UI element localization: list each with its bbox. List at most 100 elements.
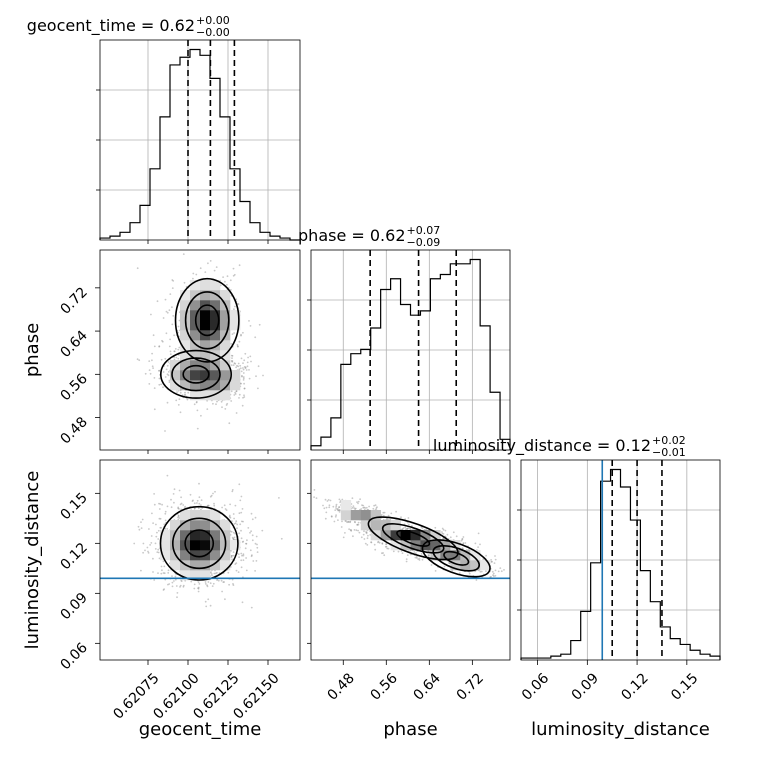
scatter-point (243, 382, 246, 385)
scatter-point (240, 552, 243, 555)
scatter-point (168, 345, 171, 348)
density-cell (200, 290, 211, 301)
scatter-point (172, 493, 175, 495)
scatter-point (244, 547, 247, 550)
scatter-point (236, 527, 238, 530)
hist-panel-geocent_time: geocent_time = 0.62 +0.00−0.00 (27, 14, 301, 241)
scatter-point (462, 542, 465, 545)
y-tick-label: 0.64 (57, 328, 90, 361)
scatter-point (205, 605, 208, 608)
density-cell (180, 520, 191, 531)
scatter-point (382, 514, 385, 517)
density-cell (360, 510, 371, 521)
scatter-point (217, 579, 220, 582)
density-cell (170, 520, 181, 531)
scatter-point (324, 517, 327, 520)
scatter-point (153, 387, 156, 389)
scatter-point (193, 502, 196, 505)
density-cell (420, 530, 431, 541)
scatter-point (417, 558, 420, 560)
title-main: phase = 0.62 (298, 226, 405, 245)
scatter-point (184, 393, 187, 396)
density-cell (160, 540, 171, 551)
scatter-point (178, 346, 181, 349)
scatter-point (245, 369, 248, 371)
scatter-point (355, 529, 358, 532)
scatter-point (237, 553, 240, 555)
scatter-point (357, 523, 360, 526)
scatter-point (216, 400, 218, 403)
x-tick-label: 0.64 (411, 670, 444, 703)
scatter-point (240, 520, 243, 523)
scatter-point (172, 280, 175, 282)
scatter-point (365, 532, 368, 535)
scatter-point (241, 508, 244, 510)
scatter-point (144, 549, 146, 552)
density-cell (200, 540, 211, 551)
scatter-point (335, 503, 338, 506)
density-cell (200, 310, 211, 321)
scatter-point (232, 364, 235, 366)
scatter-point (234, 522, 237, 525)
scatter-point (221, 506, 224, 509)
scatter-point (338, 509, 341, 511)
scatter-point (156, 300, 159, 303)
scatter-point (238, 264, 241, 267)
scatter-point (173, 334, 176, 337)
density-cell (230, 380, 241, 391)
scatter-point (167, 583, 169, 586)
scatter-point (138, 528, 141, 531)
scatter-point (168, 381, 171, 383)
scatter-point (151, 512, 153, 515)
density-cell (190, 560, 201, 571)
scatter-point (250, 530, 253, 533)
scatter-point (174, 348, 177, 350)
scatter-point (415, 555, 418, 558)
scatter-point (197, 586, 200, 589)
scatter-point (169, 350, 172, 353)
scatter-point (365, 531, 367, 533)
scatter-point (231, 558, 234, 561)
scatter-point (494, 569, 497, 572)
scatter-point (330, 515, 333, 518)
scatter-point (230, 360, 233, 362)
scatter-point (237, 362, 240, 365)
scatter-point (177, 514, 180, 517)
scatter-point (461, 547, 464, 550)
density-cell (230, 320, 241, 331)
scatter-point (173, 501, 175, 504)
contour-ring-0 (367, 516, 459, 561)
scatter-point (156, 531, 158, 534)
scatter-point (243, 359, 246, 362)
scatter-point (256, 543, 258, 546)
scatter-point (166, 364, 169, 367)
scatter-point (364, 507, 367, 509)
scatter-point (223, 504, 226, 507)
contour-ring-1 (171, 357, 221, 392)
scatter-point (233, 536, 236, 539)
scatter-point (235, 562, 238, 564)
scatter-point (232, 584, 235, 586)
scatter-point (335, 505, 338, 508)
density-cell (220, 290, 231, 301)
scatter-point (142, 551, 145, 554)
scatter-point (354, 507, 357, 510)
scatter-point (366, 537, 369, 540)
scatter-point (407, 527, 409, 530)
scatter-point (231, 360, 234, 363)
scatter-point (204, 271, 207, 273)
scatter-point (370, 541, 373, 544)
scatter-point (232, 583, 234, 585)
scatter-point (232, 537, 235, 540)
scatter-point (175, 399, 178, 402)
density-cell (230, 310, 241, 321)
scatter-point (230, 390, 233, 393)
scatter-point (230, 354, 233, 357)
scatter-point (158, 377, 161, 380)
title-sub: −0.00 (196, 26, 230, 39)
scatter-point (237, 571, 240, 573)
scatter-point (243, 387, 246, 390)
scatter-point (186, 398, 189, 401)
hist-title-phase: phase = 0.62 +0.07−0.09 (298, 224, 440, 249)
scatter-point (148, 369, 151, 371)
